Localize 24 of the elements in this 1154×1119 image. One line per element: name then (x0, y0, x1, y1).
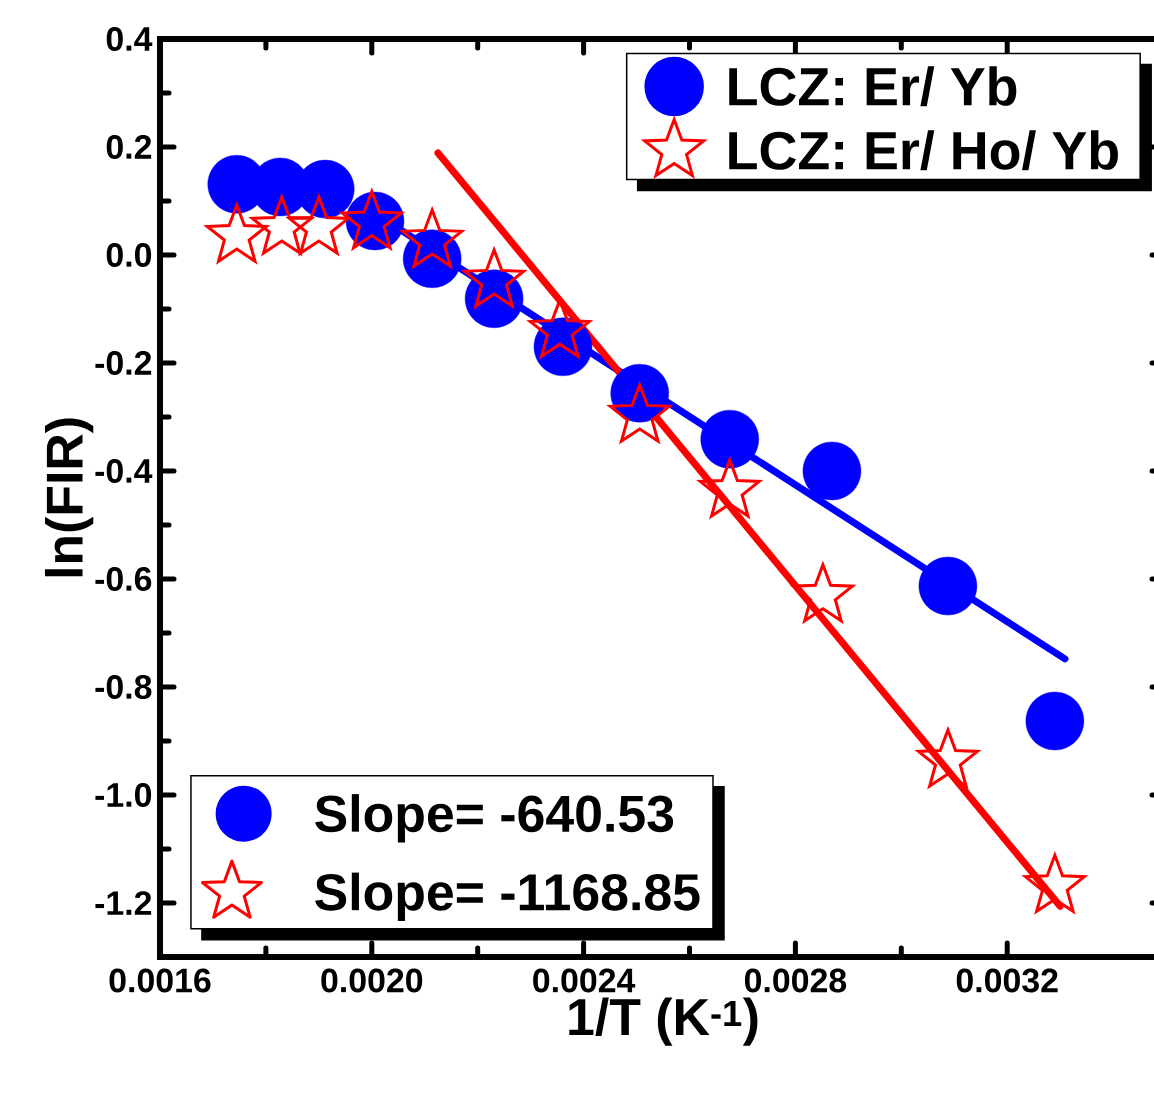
y-tick-label: -0.4 (95, 459, 153, 483)
x-tick-label: 0.0016 (109, 968, 211, 993)
point (700, 409, 759, 469)
y-tick-label: 0.2 (106, 134, 152, 159)
y-tick-label: 0.4 (106, 26, 153, 51)
legend-label: Slope= -640.53 (315, 794, 674, 843)
x-axis-title: 1/T (K$^{-1}$) (569, 997, 758, 1046)
y-tick-label: -1.2 (95, 891, 152, 915)
point (606, 381, 673, 445)
legend-label: LCZ: Er/ Ho/ Yb (729, 130, 1118, 171)
x-tick-label: 0.0020 (321, 968, 423, 993)
y-tick-label: -0.8 (95, 675, 152, 699)
y-axis-title: ln(FIR) (44, 418, 94, 577)
point (802, 441, 862, 501)
x-tick-label: 0.0024 (533, 968, 636, 993)
y-tick-label: 0.0 (106, 243, 152, 267)
x-tick-label: 0.0032 (956, 968, 1058, 993)
legend-label: LCZ: Er/ Yb (729, 66, 1017, 107)
legend-label: Slope= -1168.85 (315, 872, 700, 921)
y-tick-label: -0.2 (95, 351, 152, 375)
x-tick-label: 0.0028 (744, 968, 847, 993)
y-tick-label: -0.6 (95, 567, 152, 591)
point (918, 556, 978, 616)
y-tick-label: -1.0 (95, 783, 152, 807)
